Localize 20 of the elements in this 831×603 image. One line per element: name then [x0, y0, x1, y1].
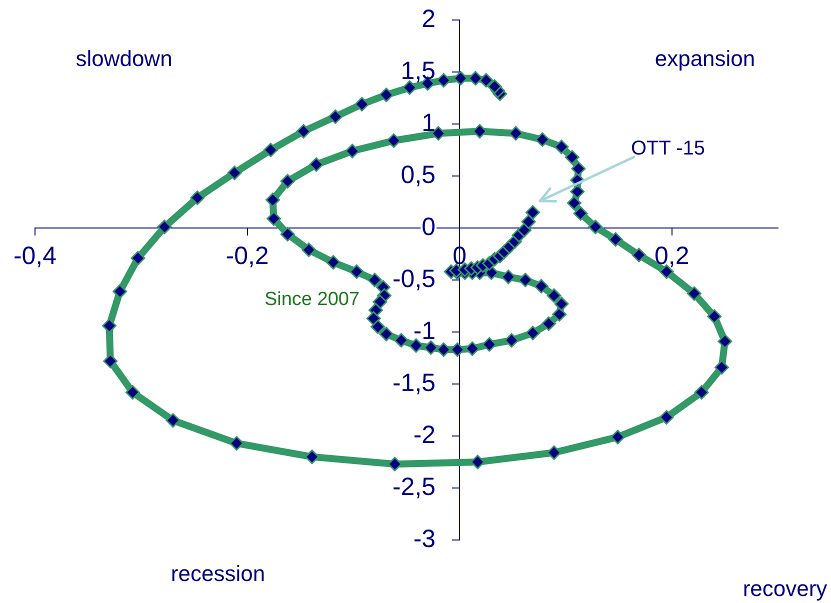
y-tick-label: -2,5 — [392, 472, 436, 501]
x-tick-label: -0,2 — [226, 242, 269, 270]
y-tick-label: 0,5 — [400, 160, 436, 189]
y-tick-label: 1,5 — [400, 56, 436, 85]
y-tick-label: 2 — [422, 4, 436, 33]
y-tick-label: -3 — [413, 524, 436, 553]
text: recession — [170, 561, 266, 586]
y-tick-label: -0,5 — [392, 264, 436, 293]
y-tick-label: -1 — [413, 316, 436, 345]
annotation: Since 2007 — [264, 289, 360, 310]
x-tick-label: -0,4 — [13, 242, 57, 270]
text: recovery — [742, 576, 828, 602]
x-tick-label: 0,2 — [654, 242, 690, 270]
y-tick-label: 0 — [422, 212, 436, 241]
annotation: expansion — [654, 46, 756, 72]
y-tick-label: -2 — [413, 420, 436, 449]
y-tick-label: 1 — [422, 108, 436, 137]
annotation: OTT -15 — [630, 138, 706, 160]
y-tick-label: -1,5 — [392, 368, 436, 397]
annotation: slowdown — [76, 46, 172, 72]
